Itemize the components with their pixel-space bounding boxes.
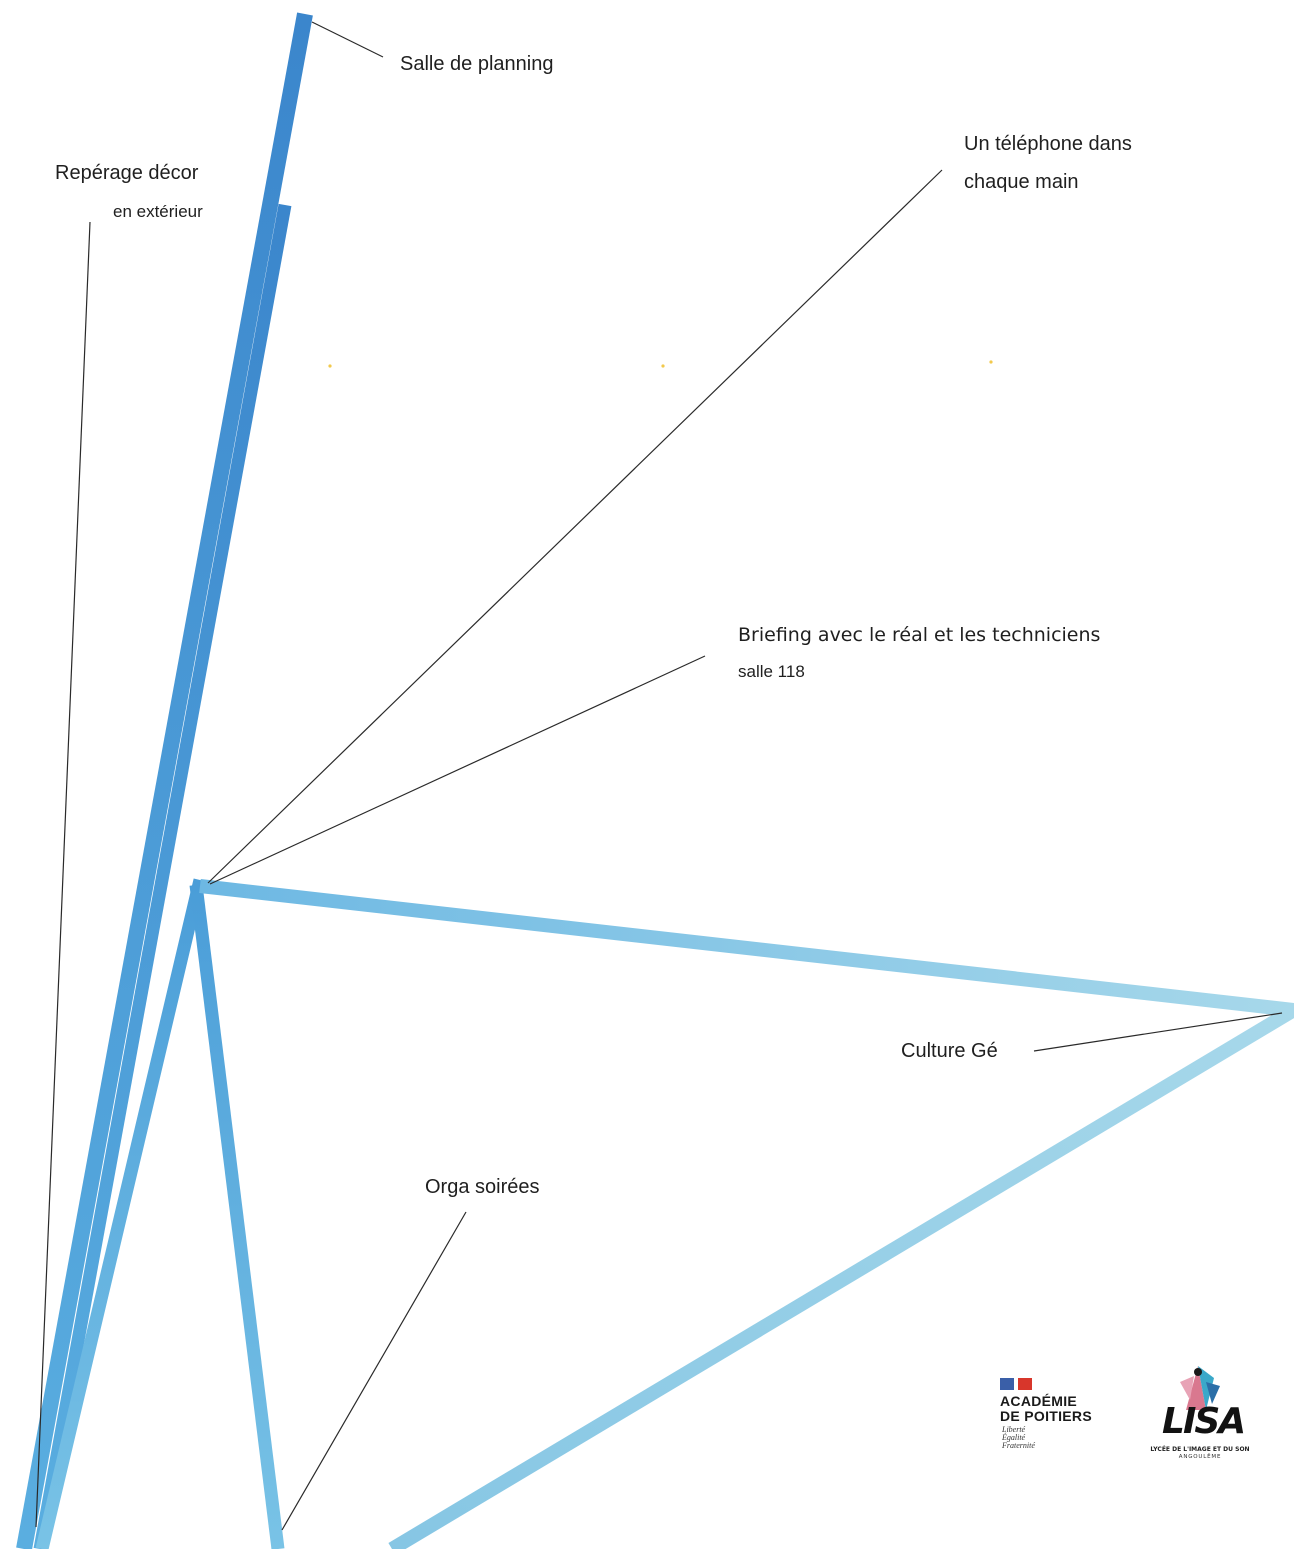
stroke-hub-down bbox=[189, 884, 285, 1549]
flag-blue-icon bbox=[1000, 1378, 1014, 1390]
academie-name-line1: ACADÉMIE bbox=[1000, 1393, 1078, 1409]
lisa-emblem-icon bbox=[1180, 1366, 1220, 1410]
label-telephone-line2: chaque main bbox=[964, 171, 1079, 193]
label-reperage-sub: en extérieur bbox=[113, 202, 203, 221]
leader-culture bbox=[1033, 1012, 1283, 1052]
stroke-hub-right bbox=[199, 879, 1294, 1017]
academie-name-line2: DE POITIERS bbox=[1000, 1408, 1092, 1424]
stroke-main-left bbox=[16, 12, 313, 1549]
stroke-second-left bbox=[33, 203, 292, 1549]
lisa-city: ANGOULÊME bbox=[1178, 1454, 1222, 1460]
label-telephone-line1: Un téléphone dans bbox=[964, 133, 1132, 155]
label-orga-soirees: Orga soirées bbox=[425, 1176, 540, 1198]
leader-briefing bbox=[209, 655, 706, 885]
academie-poitiers-logo: ACADÉMIE DE POITIERS Liberté Égalité Fra… bbox=[1000, 1378, 1120, 1458]
leader-orga bbox=[281, 1211, 467, 1531]
leader-salle-planning bbox=[311, 21, 384, 58]
lisa-logo: LISA LYCÉE DE L'IMAGE ET DU SON ANGOULÊM… bbox=[1140, 1360, 1260, 1465]
label-briefing-sub: salle 118 bbox=[738, 662, 805, 681]
label-salle-planning: Salle de planning bbox=[400, 53, 554, 75]
academie-motto: Liberté Égalité Fraternité bbox=[1002, 1425, 1035, 1450]
stroke-cross-low bbox=[35, 878, 207, 1549]
leader-reperage bbox=[35, 221, 91, 1528]
lisa-tagline: LYCÉE DE L'IMAGE ET DU SON bbox=[1150, 1446, 1250, 1453]
flag-red-icon bbox=[1018, 1378, 1032, 1390]
label-culture: Culture Gé bbox=[901, 1040, 998, 1062]
stroke-right-diagonal bbox=[388, 1003, 1294, 1549]
label-reperage-decor: Repérage décor bbox=[55, 162, 199, 184]
speck bbox=[661, 364, 665, 368]
speck bbox=[989, 360, 993, 364]
label-briefing: Briefing avec le réal et les techniciens bbox=[738, 624, 1101, 646]
speck bbox=[328, 364, 332, 368]
lisa-wordmark: LISA bbox=[1162, 1401, 1246, 1442]
leader-telephone bbox=[207, 169, 943, 884]
